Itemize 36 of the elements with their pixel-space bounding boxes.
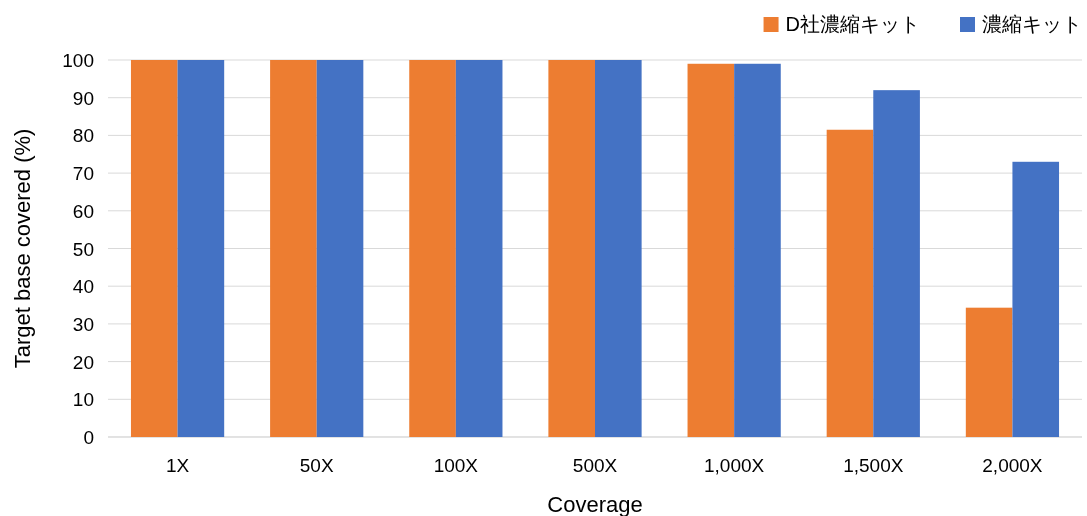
- y-tick-label: 40: [72, 276, 94, 298]
- y-tick-label: 60: [72, 200, 94, 222]
- y-tick-label: 50: [72, 238, 94, 260]
- x-axis-title: Coverage: [547, 492, 643, 516]
- y-tick-label: 10: [72, 389, 94, 411]
- y-tick-label: 90: [72, 87, 94, 109]
- bar: [595, 60, 642, 437]
- y-tick-label: 0: [83, 427, 94, 448]
- y-tick-label: 100: [62, 50, 94, 71]
- bar: [316, 60, 364, 437]
- bar: [873, 90, 920, 437]
- bar: [270, 60, 317, 437]
- legend-label: 濃縮キット: [982, 13, 1082, 35]
- y-tick-label: 70: [72, 163, 94, 185]
- bar: [548, 60, 595, 437]
- x-tick-label: 2,000X: [982, 455, 1043, 476]
- y-tick-label: 30: [72, 313, 94, 335]
- bar: [130, 60, 178, 437]
- y-tick-label: 20: [72, 351, 94, 373]
- x-tick-label: 1,500X: [843, 455, 904, 476]
- x-tick-label: 1,000X: [704, 455, 765, 476]
- bar: [455, 60, 503, 437]
- x-tick-label: 500X: [572, 455, 618, 476]
- bar: [177, 60, 225, 437]
- bar: [687, 63, 735, 437]
- bar: [1012, 161, 1060, 437]
- x-tick-label: 1X: [165, 455, 190, 476]
- x-tick-label: 100X: [433, 455, 479, 476]
- bar: [409, 60, 456, 437]
- x-tick-label: 50X: [299, 455, 334, 476]
- bar: [826, 129, 874, 437]
- bar: [734, 63, 781, 437]
- bar: [965, 307, 1013, 437]
- y-tick-label: 80: [72, 125, 94, 147]
- legend-label: D社濃縮キット: [785, 13, 920, 35]
- y-axis-title: Target base covered (%): [10, 128, 35, 369]
